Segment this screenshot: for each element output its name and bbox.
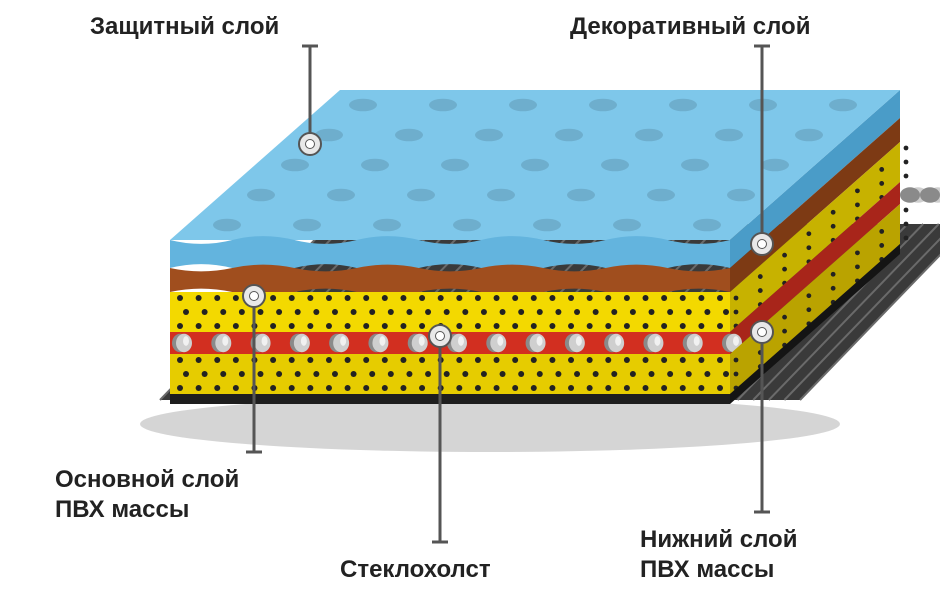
label-protective: Защитный слой — [90, 12, 279, 42]
label-fiberglass: Стеклохолст — [340, 555, 491, 585]
label-main-pvc: Основной слой ПВХ массы — [55, 465, 239, 525]
label-decorative: Декоративный слой — [570, 12, 810, 42]
label-lower-pvc: Нижний слой ПВХ массы — [640, 525, 797, 585]
